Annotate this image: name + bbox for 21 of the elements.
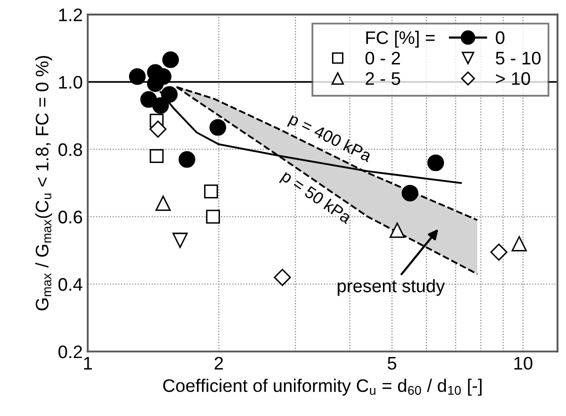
x-tick-label: 2 xyxy=(214,356,223,370)
x-axis-title: Coefficient of uniformity C$_{u}$ = d$_{60}$ / d$_{10}$ [-] xyxy=(163,378,482,396)
y-tick-label: 0.6 xyxy=(58,210,82,224)
x-tick-label: 1 xyxy=(84,357,92,370)
x-tick-label: 10 xyxy=(514,356,532,370)
legend-label: > 10 xyxy=(496,72,530,85)
y-tick-label: 1.2 xyxy=(59,8,82,22)
y-tick-label: 1.0 xyxy=(59,76,82,89)
text: p = 50 kPa xyxy=(278,169,354,227)
text: p = 400 kPa xyxy=(286,112,374,166)
legend-title: FC [%] = xyxy=(366,30,435,48)
y-tick-label: 0.8 xyxy=(58,143,82,156)
y-tick-label: 0.4 xyxy=(58,278,82,291)
legend-label: 2 - 5 xyxy=(366,72,400,85)
annotation: present study xyxy=(338,279,445,296)
y-axis-title: G$_{max}$ / G$_{max}$(C$_{u}$ < 1.8, FC = 0 %) xyxy=(35,56,52,310)
legend-label: 0 - 2 xyxy=(365,52,400,65)
y-tick-label: 0.2 xyxy=(58,345,82,358)
legend-label: 0 xyxy=(496,31,504,44)
x-tick-label: 5 xyxy=(388,357,396,370)
legend-label: 5 - 10 xyxy=(496,52,541,65)
